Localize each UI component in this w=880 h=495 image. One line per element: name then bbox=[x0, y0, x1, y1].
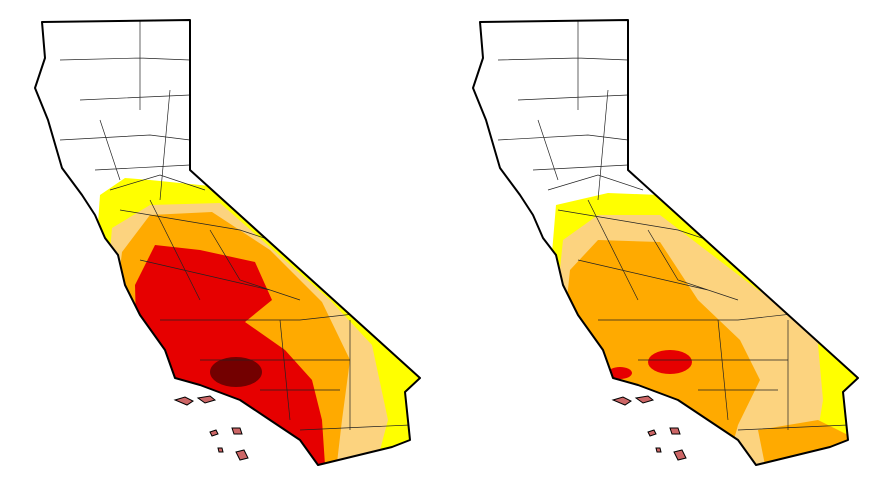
islands bbox=[174, 395, 249, 461]
islands bbox=[612, 395, 687, 461]
map-left bbox=[34, 19, 421, 466]
zone-d3 bbox=[608, 367, 632, 379]
zone-d4 bbox=[210, 357, 262, 387]
map-right bbox=[472, 19, 859, 466]
zone-d2 bbox=[758, 420, 858, 465]
zone-d3 bbox=[648, 350, 692, 374]
